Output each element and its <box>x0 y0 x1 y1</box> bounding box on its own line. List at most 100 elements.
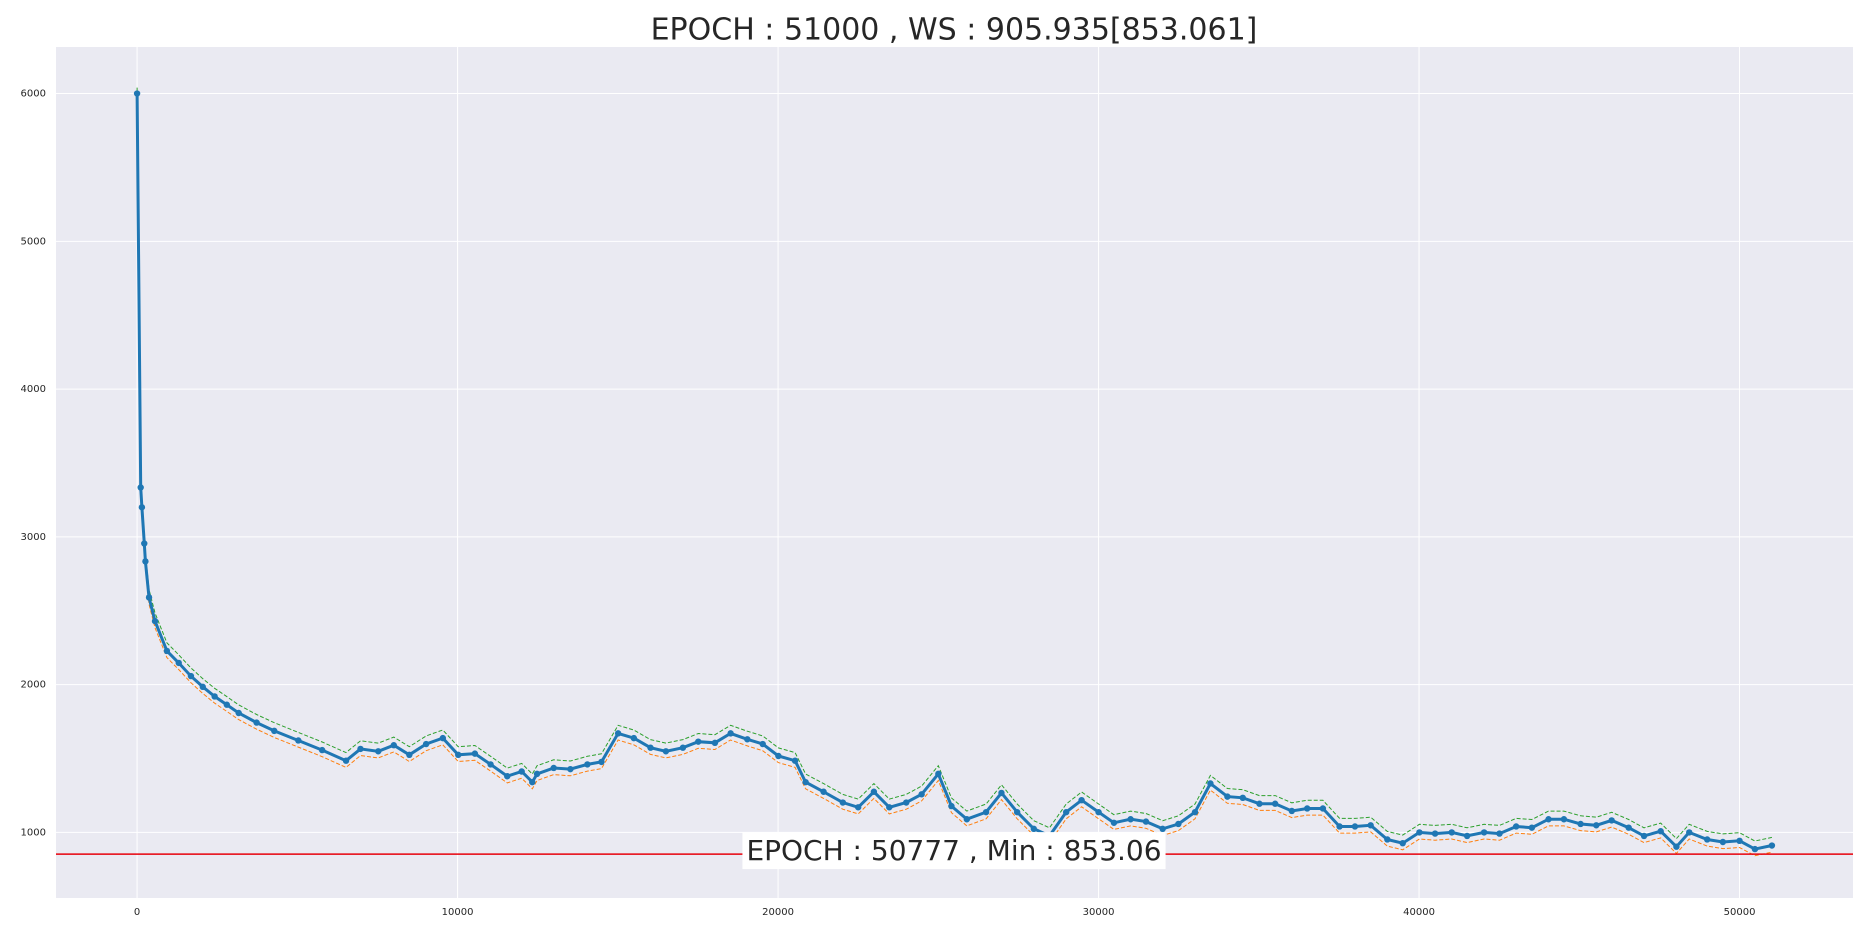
point <box>870 788 878 795</box>
point <box>133 90 141 97</box>
point <box>1448 829 1455 836</box>
point <box>163 647 171 655</box>
point <box>1657 828 1664 835</box>
point <box>1416 829 1423 836</box>
point <box>318 746 326 754</box>
x-tick-label: 50000 <box>1724 907 1756 918</box>
x-tick-label: 40000 <box>1403 907 1435 918</box>
point <box>1640 832 1648 840</box>
point <box>1528 824 1536 831</box>
point <box>1175 820 1182 828</box>
series-line <box>136 94 1773 857</box>
point <box>199 683 206 691</box>
point <box>1304 805 1311 812</box>
point <box>982 808 990 816</box>
point <box>223 701 231 708</box>
x-tick-label: 0 <box>134 907 140 918</box>
point <box>1512 823 1520 830</box>
point <box>1013 808 1021 816</box>
point <box>518 768 525 775</box>
point <box>1496 830 1503 837</box>
point <box>1686 829 1693 836</box>
point <box>211 693 218 700</box>
x-tick-label: 20000 <box>762 907 794 918</box>
point <box>727 730 734 737</box>
point <box>1545 816 1552 823</box>
y-tick-label: 6000 <box>21 89 46 100</box>
point <box>455 751 462 759</box>
point <box>1625 824 1632 831</box>
point <box>1159 825 1166 833</box>
point <box>1239 794 1246 802</box>
point <box>598 758 605 766</box>
point <box>295 737 302 744</box>
point <box>839 799 847 806</box>
point <box>1191 808 1199 816</box>
point <box>1593 822 1600 829</box>
point <box>1431 830 1439 837</box>
point <box>471 750 479 757</box>
point <box>504 773 511 780</box>
y-tick-label: 1000 <box>21 827 46 838</box>
point <box>1351 823 1359 830</box>
point <box>141 540 148 547</box>
chart-title: EPOCH : 51000 , WS : 905.935[853.061] <box>651 13 1258 48</box>
point <box>422 740 430 748</box>
point <box>1142 818 1150 825</box>
point <box>1110 819 1118 826</box>
point <box>390 742 397 749</box>
point <box>1751 845 1759 853</box>
point <box>1319 805 1327 812</box>
series-line <box>136 87 1773 842</box>
point <box>142 558 149 565</box>
point <box>1288 807 1296 815</box>
point <box>584 761 591 768</box>
annotation-box <box>742 832 1166 870</box>
point <box>791 757 799 764</box>
y-tick-label: 5000 <box>21 236 46 247</box>
point <box>533 770 541 778</box>
point <box>854 804 862 811</box>
y-tick-label: 4000 <box>21 384 46 395</box>
point <box>138 504 146 511</box>
point <box>271 727 278 735</box>
y-tick-label: 2000 <box>21 680 46 691</box>
point <box>1256 800 1263 807</box>
point <box>647 744 654 751</box>
point <box>886 804 893 811</box>
point <box>662 748 670 755</box>
x-tick-label: 30000 <box>1083 907 1115 918</box>
point <box>775 752 782 760</box>
point <box>1095 808 1102 816</box>
annotation: EPOCH : 50777 , Min : 853.06 <box>746 834 1161 867</box>
plot-area <box>56 47 1853 898</box>
point <box>1673 843 1680 850</box>
point <box>529 778 536 786</box>
point <box>550 764 557 772</box>
point <box>918 791 925 798</box>
point <box>802 778 809 786</box>
point <box>406 751 413 759</box>
point <box>1719 838 1727 846</box>
point <box>145 594 153 601</box>
point <box>935 770 942 778</box>
point <box>695 738 702 745</box>
point <box>903 799 910 806</box>
point <box>1560 816 1568 823</box>
point <box>711 739 719 747</box>
point <box>342 757 350 764</box>
point <box>175 659 182 667</box>
point <box>253 719 260 726</box>
point <box>187 672 195 680</box>
point <box>487 761 494 768</box>
point <box>235 709 242 717</box>
point <box>759 740 766 748</box>
point <box>1736 837 1743 845</box>
point <box>948 802 955 810</box>
point <box>998 789 1005 797</box>
point <box>1463 832 1471 840</box>
point <box>567 765 574 773</box>
point <box>1336 823 1343 830</box>
point <box>1127 816 1134 823</box>
point <box>614 730 622 737</box>
